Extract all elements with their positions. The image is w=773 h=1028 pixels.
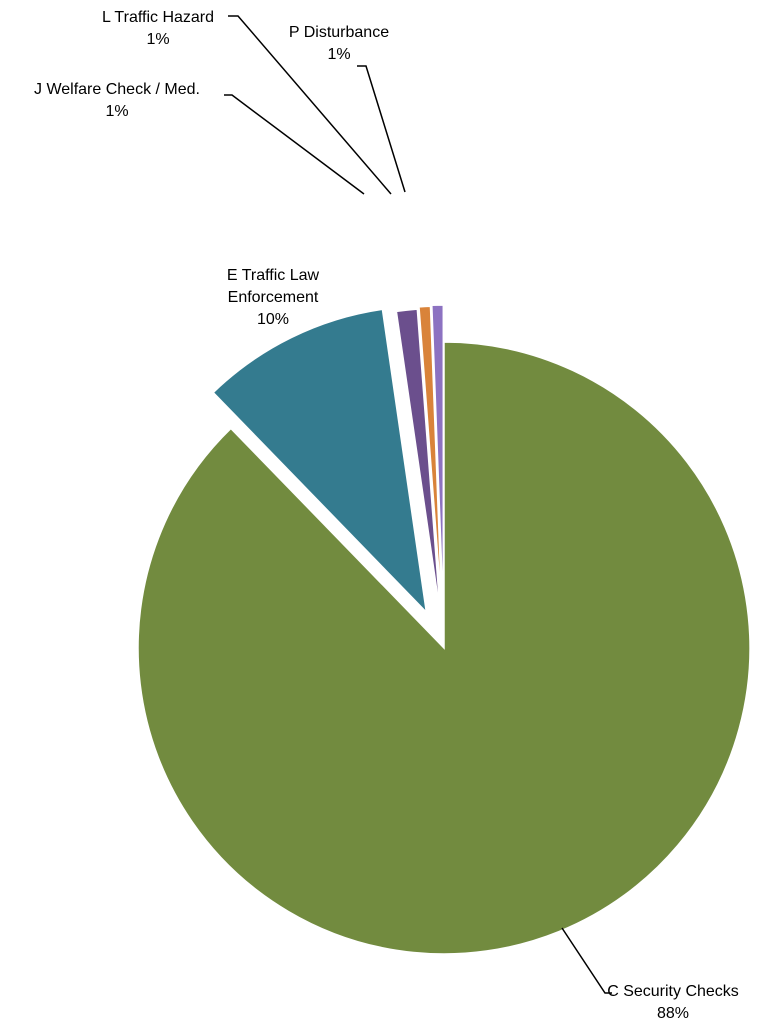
slice-name: L Traffic Hazard (102, 9, 214, 26)
pie-slices (137, 304, 751, 955)
slice-name: E Traffic Law (227, 267, 320, 284)
pie-slice-e-traffic-law-enforcement (212, 308, 428, 615)
leader-line-l-traffic-hazard (228, 15, 392, 195)
slice-percent: 88% (657, 1005, 689, 1022)
slice-name: J Welfare Check / Med. (34, 81, 200, 98)
pie-slice-c-security-checks (137, 341, 751, 955)
slice-name: P Disturbance (289, 24, 389, 41)
slice-percent: 1% (327, 46, 350, 63)
slice-percent: 1% (146, 31, 169, 48)
slice-label-p-disturbance: P Disturbance 1% (289, 24, 389, 63)
slice-labels: C Security Checks 88% E Traffic Law Enforce… (34, 9, 739, 1022)
pie-slice-p-disturbance (431, 304, 445, 612)
leader-line-c-security-checks (561, 927, 612, 994)
leader-lines (224, 15, 612, 994)
slice-label-l-traffic-hazard: L Traffic Hazard 1% (102, 9, 214, 48)
slice-name: C Security Checks (607, 983, 739, 1000)
leader-line-p-disturbance (357, 65, 406, 193)
slice-label-j-welfare-check-med: J Welfare Check / Med. 1% (34, 81, 200, 120)
pie-slice-l-traffic-hazard (418, 305, 443, 613)
slice-label-c-security-checks: C Security Checks 88% (607, 983, 739, 1022)
slice-percent: 10% (257, 311, 289, 328)
pie-slice-j-welfare-check-med (395, 308, 442, 615)
slice-percent: 1% (105, 103, 128, 120)
slice-label-e-traffic-law-enforcement: E Traffic Law Enforcement 10% (227, 267, 320, 328)
slice-name: Enforcement (228, 289, 319, 306)
leader-line-j-welfare-check-med (224, 94, 365, 195)
